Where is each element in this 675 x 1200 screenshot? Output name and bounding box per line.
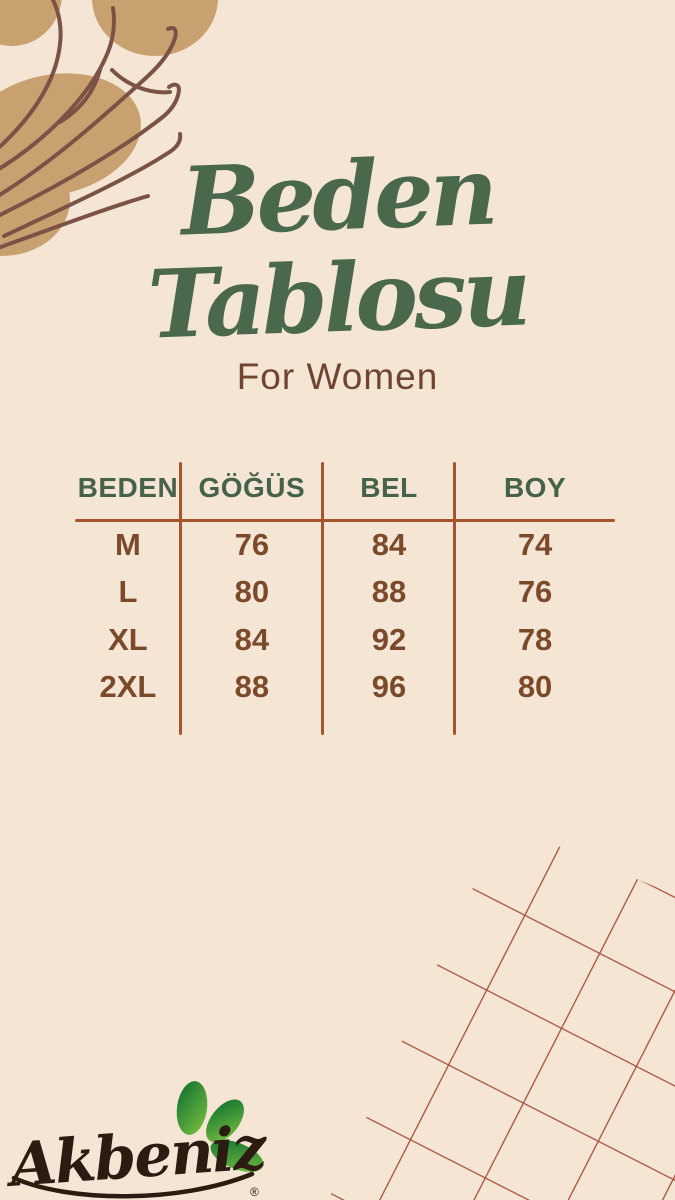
column-header-bel: BEL	[360, 472, 418, 503]
column-header-beden: BEDEN	[77, 472, 179, 503]
registered-trademark-symbol: ®	[250, 1185, 259, 1199]
length-value: 80	[517, 669, 553, 705]
brand-swash-underline	[11, 1171, 255, 1199]
column-divider-line	[321, 462, 324, 735]
chest-value: 80	[234, 574, 270, 610]
size-label: L	[118, 574, 138, 610]
chest-value: 88	[234, 669, 270, 705]
leaf-icon	[176, 1081, 264, 1172]
title-block: Beden Tablosu For Women	[0, 137, 675, 398]
size-label: XL	[108, 621, 148, 657]
size-label: 2XL	[99, 669, 157, 705]
chest-value: 84	[234, 621, 270, 657]
size-chart-table: BEDEN GÖĞÜS BEL BOY M 76 84 74 L 80 88 7…	[75, 455, 615, 737]
chest-value: 76	[234, 526, 270, 562]
header-divider-line	[75, 519, 615, 522]
size-label: M	[115, 526, 141, 562]
diagonal-grid-decoration	[328, 823, 675, 1200]
column-header-gogus: GÖĞÜS	[198, 472, 306, 503]
waist-value: 88	[371, 574, 407, 610]
size-chart-header-row: BEDEN GÖĞÜS BEL BOY	[75, 455, 615, 521]
waist-value: 96	[371, 669, 407, 705]
brand-logo: Akbeniz ®	[0, 1070, 300, 1200]
column-header-boy: BOY	[503, 472, 567, 503]
column-divider-line	[453, 462, 456, 735]
size-chart-body: M 76 84 74 L 80 88 76 XL 84 92 78 2XL 88…	[75, 521, 615, 711]
length-value: 76	[517, 574, 553, 610]
subtitle: For Women	[236, 356, 439, 397]
column-divider-line	[179, 462, 182, 735]
length-value: 78	[517, 621, 553, 657]
length-value: 74	[517, 526, 553, 562]
waist-value: 92	[371, 621, 407, 657]
branch-lines	[0, 0, 183, 250]
waist-value: 84	[371, 526, 407, 562]
branch-leaf-decoration	[0, 0, 218, 256]
